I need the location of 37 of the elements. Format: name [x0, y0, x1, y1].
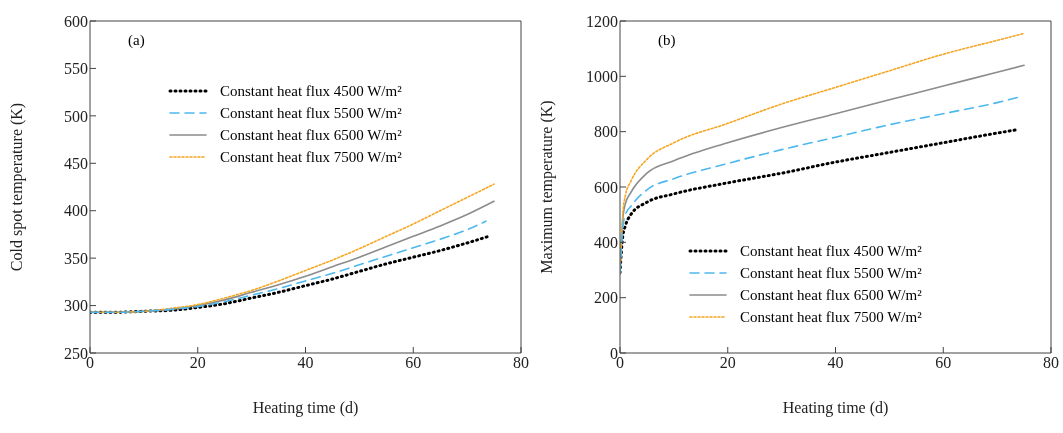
x-tick-label: 80 [513, 354, 529, 372]
legend-label: Constant heat flux 6500 W/m² [220, 126, 402, 144]
y-axis-title: Cold spot temperature (K) [7, 102, 26, 272]
legend-label: Constant heat flux 5500 W/m² [220, 104, 402, 122]
line-series [90, 234, 491, 314]
y-tick-label: 200 [594, 289, 618, 307]
x-axis-title: Heating time (d) [252, 399, 359, 417]
y-tick-label: 400 [594, 234, 618, 252]
y-tick-label: 600 [64, 12, 88, 30]
legend-label: Constant heat flux 5500 W/m² [740, 264, 922, 282]
y-tick-label: 1000 [586, 68, 618, 86]
x-axis-title: Heating time (d) [782, 399, 889, 417]
x-tick-label: 20 [719, 354, 736, 372]
y-tick-label: 550 [64, 60, 88, 78]
y-tick-label: 300 [64, 297, 88, 315]
y-axis-title: Maximum temperature (K) [537, 100, 556, 274]
y-tick-label: 800 [594, 123, 618, 141]
x-tick-label: 40 [297, 354, 314, 372]
y-tick-label: 350 [64, 249, 88, 267]
legend-label: Constant heat flux 6500 W/m² [740, 286, 922, 304]
y-tick-label: 1200 [586, 12, 618, 30]
x-tick-label: 60 [405, 354, 422, 372]
y-tick-label: 500 [64, 107, 88, 125]
x-tick-label: 40 [827, 354, 844, 372]
y-tick-label: 600 [594, 178, 618, 196]
x-tick-label: 80 [1043, 354, 1059, 372]
x-tick-label: 60 [935, 354, 952, 372]
legend-label: Constant heat flux 4500 W/m² [220, 82, 402, 100]
annotation: (b) [658, 32, 676, 49]
y-tick-label: 400 [64, 202, 88, 220]
line-series [90, 220, 487, 314]
x-tick-label: 20 [189, 354, 206, 372]
y-tick-label: 450 [64, 154, 88, 172]
legend-label: Constant heat flux 7500 W/m² [220, 148, 402, 166]
annotation: (a) [128, 32, 145, 49]
legend-label: Constant heat flux 4500 W/m² [740, 242, 922, 260]
legend-label: Constant heat flux 7500 W/m² [740, 308, 922, 326]
